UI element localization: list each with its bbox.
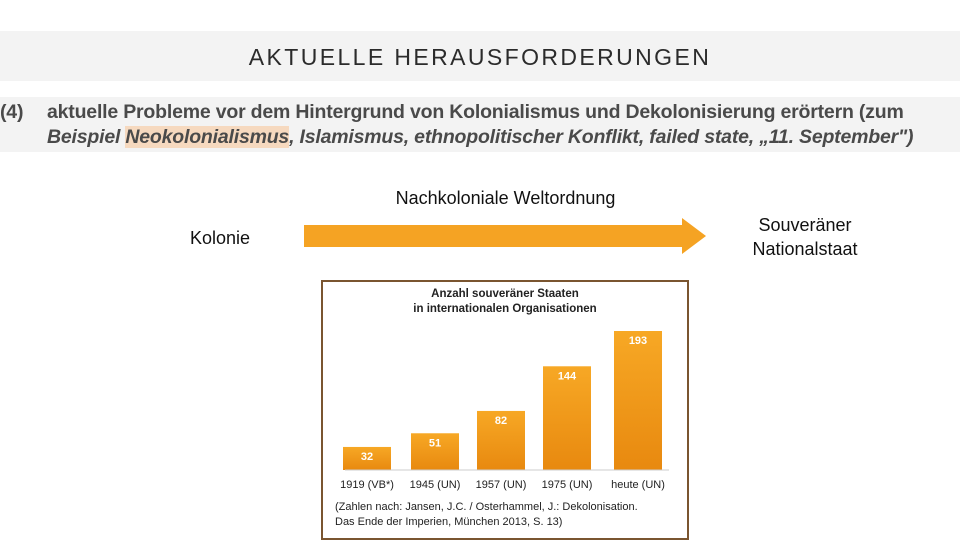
label-souveraener: Souveräner	[758, 215, 852, 235]
bar-value-label: 51	[429, 437, 441, 449]
chart-title-line-1: Anzahl souveräner Staaten	[431, 288, 579, 300]
category-label: 1975 (UN)	[542, 479, 593, 491]
bar-value-label: 32	[361, 451, 373, 463]
source-line-1: (Zahlen nach: Jansen, J.C. / Osterhammel…	[335, 501, 638, 513]
bar-value-label: 193	[629, 335, 647, 347]
category-label: 1919 (VB*)	[340, 479, 394, 491]
bar-heute	[614, 331, 662, 470]
bar-1975	[543, 366, 591, 470]
bar-value-label: 144	[558, 370, 577, 382]
curriculum-excerpt: (4) aktuelle Probleme vor dem Hintergrun…	[0, 97, 960, 152]
label-nationalstaat: Nationalstaat	[752, 239, 858, 259]
label-souveraener-nationalstaat: Souveräner Nationalstaat	[735, 213, 875, 261]
bar-value-label: 82	[495, 415, 507, 427]
curriculum-highlight: Neokolonialismus	[125, 126, 290, 148]
chart-frame: 32 51 82 144 193 1919 (VB*) 1945 (UN) 1957 (UN…	[321, 280, 689, 540]
source-line-2: Das Ende der Imperien, München 2013, S. …	[335, 516, 563, 528]
bar-1919	[343, 446, 391, 470]
curriculum-prefix: Beispiel	[47, 126, 121, 148]
bar-1945	[411, 433, 459, 470]
category-label: 1945 (UN)	[410, 479, 461, 491]
category-label: heute (UN)	[611, 479, 665, 491]
slide-title: AKTUELLE HERAUSFORDERUNGEN	[248, 44, 712, 70]
label-kolonie: Kolonie	[190, 228, 251, 248]
diagram-heading: Nachkoloniale Weltordnung	[395, 188, 616, 208]
progress-arrow	[304, 218, 706, 254]
curriculum-line-1: aktuelle Probleme vor dem Hintergrund vo…	[47, 101, 904, 123]
chart-title-line-2: in internationalen Organisationen	[413, 303, 597, 315]
bar-chart: 32 51 82 144 193 1919 (VB*) 1945 (UN) 1957 (UN…	[340, 331, 669, 491]
curriculum-line-2: Beispiel Neokolonialismus, Islamismus, e…	[47, 126, 914, 149]
arrow-right-icon	[304, 218, 706, 254]
title-band	[0, 31, 960, 81]
curriculum-number: (4)	[0, 101, 24, 123]
category-label: 1957 (UN)	[476, 479, 527, 491]
bar-1957	[477, 410, 525, 470]
curriculum-rest: , Islamismus, ethnopolitischer Konflikt,…	[289, 126, 914, 148]
